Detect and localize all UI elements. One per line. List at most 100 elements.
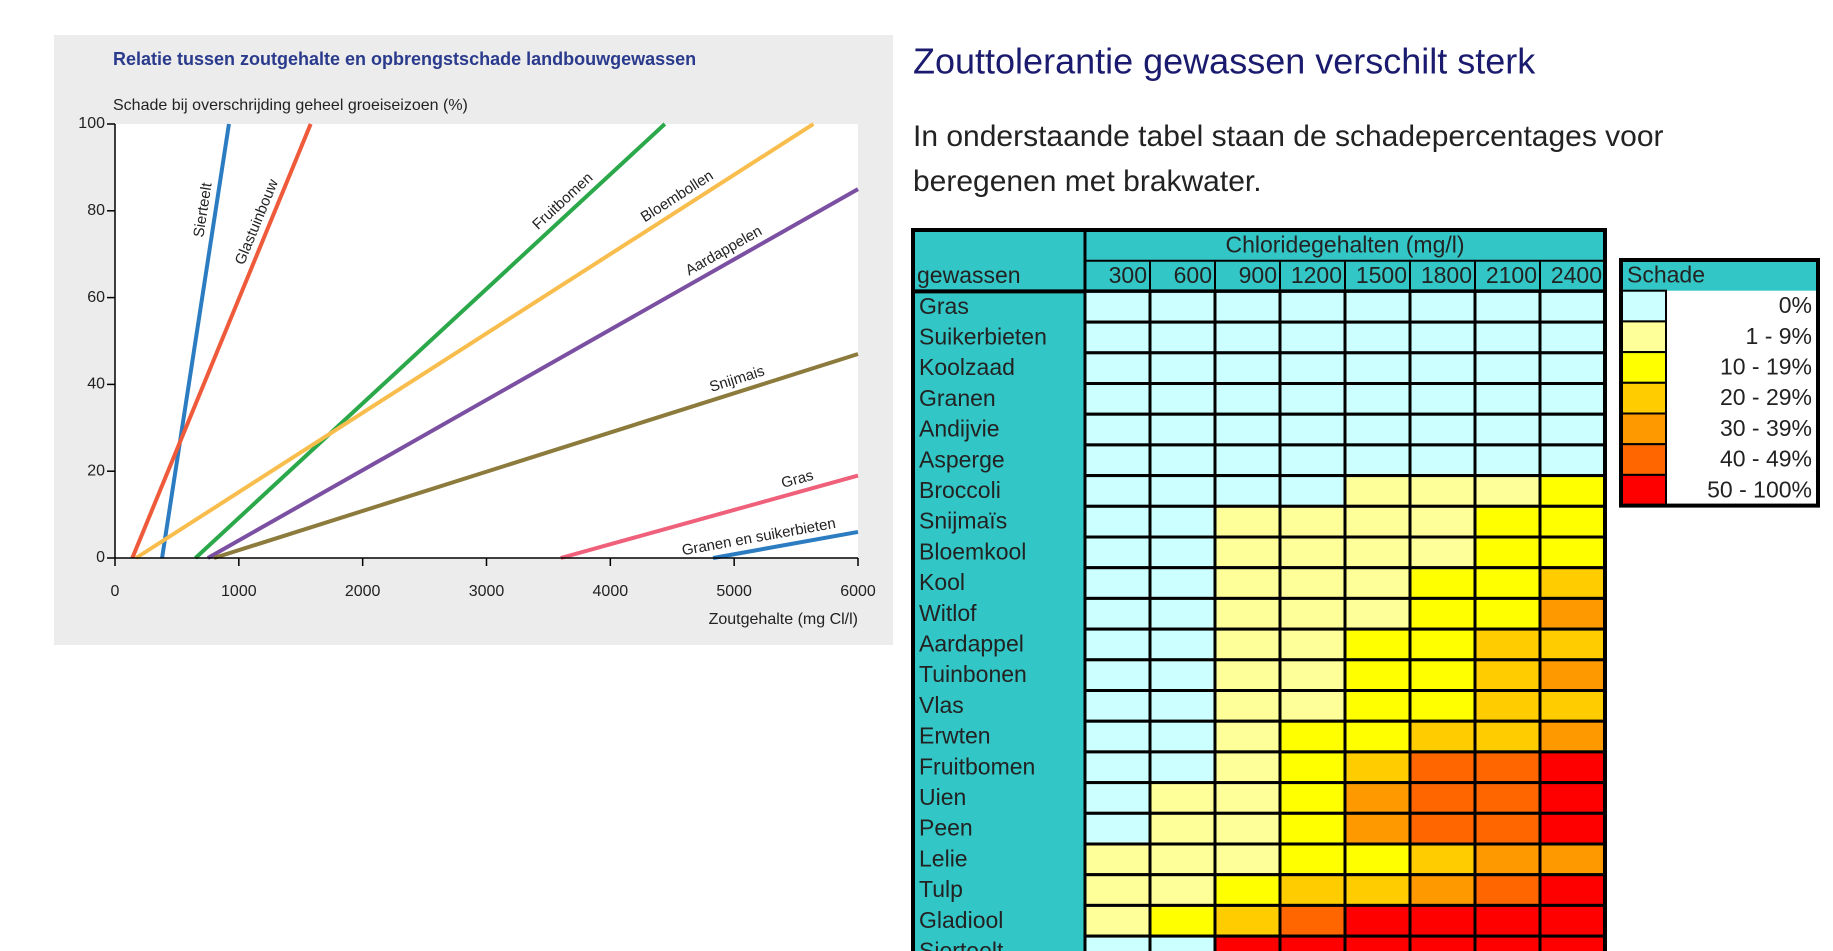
damage-cell bbox=[1148, 750, 1217, 785]
damage-cell bbox=[1538, 443, 1607, 478]
damage-cell bbox=[1148, 627, 1217, 662]
x-tick-label: 4000 bbox=[593, 583, 629, 600]
legend-label: 40 - 49% bbox=[1720, 446, 1812, 472]
damage-cell bbox=[1408, 443, 1477, 478]
y-tick-label: 100 bbox=[78, 115, 105, 132]
damage-cell bbox=[1408, 289, 1477, 324]
damage-cell bbox=[1343, 873, 1412, 907]
damage-cell bbox=[1343, 566, 1412, 600]
row-name: Lelie bbox=[919, 845, 968, 871]
damage-cell bbox=[1083, 781, 1152, 815]
damage-cell bbox=[1538, 289, 1607, 324]
damage-cell bbox=[1213, 873, 1282, 907]
legend-swatch bbox=[1620, 443, 1667, 476]
damage-cell bbox=[1213, 903, 1282, 938]
damage-cell bbox=[1408, 873, 1477, 907]
row-name: Witlof bbox=[919, 600, 977, 626]
damage-cell bbox=[1213, 504, 1282, 539]
damage-cell bbox=[1538, 412, 1607, 447]
damage-cell bbox=[1213, 719, 1282, 754]
damage-cell bbox=[1538, 750, 1607, 785]
damage-cell bbox=[1213, 658, 1282, 692]
legend-swatch bbox=[1620, 351, 1667, 384]
legend-border bbox=[1619, 258, 1820, 508]
damage-cell bbox=[1083, 412, 1152, 447]
damage-cell bbox=[1083, 750, 1152, 785]
row-name: Broccoli bbox=[919, 477, 1001, 503]
data-line bbox=[160, 123, 231, 559]
damage-cell bbox=[1213, 566, 1282, 600]
damage-cell bbox=[1213, 382, 1282, 416]
legend-swatch bbox=[1620, 320, 1667, 354]
damage-cell bbox=[1278, 320, 1347, 355]
data-line bbox=[213, 352, 859, 560]
damage-cell bbox=[1213, 811, 1282, 846]
y-tick-label: 0 bbox=[96, 549, 105, 566]
column-header: 2400 bbox=[1551, 262, 1602, 288]
damage-cell bbox=[1213, 689, 1282, 723]
damage-cell bbox=[1473, 842, 1542, 877]
damage-cell bbox=[1083, 627, 1152, 662]
damage-cell bbox=[1343, 903, 1412, 938]
damage-cell bbox=[1473, 750, 1542, 785]
damage-cell bbox=[1278, 504, 1347, 539]
damage-cell bbox=[1278, 781, 1347, 815]
plot-area bbox=[115, 124, 858, 558]
damage-cell bbox=[1538, 781, 1607, 815]
damage-cell bbox=[1083, 443, 1152, 478]
damage-cell bbox=[1083, 719, 1152, 754]
damage-cell bbox=[1343, 320, 1412, 355]
x-tick-label: 5000 bbox=[716, 583, 752, 600]
row-name: Fruitbomen bbox=[919, 753, 1035, 779]
damage-cell bbox=[1083, 903, 1152, 938]
damage-cell bbox=[1343, 811, 1412, 846]
intro-line: In onderstaande tabel staan de schadeper… bbox=[913, 120, 1664, 153]
damage-cell bbox=[1343, 689, 1412, 723]
damage-cell bbox=[1278, 689, 1347, 723]
damage-cell bbox=[1408, 750, 1477, 785]
damage-cell bbox=[1148, 320, 1217, 355]
chart-title: Relatie tussen zoutgehalte en opbrengsts… bbox=[113, 49, 696, 69]
damage-cell bbox=[1278, 750, 1347, 785]
damage-cell bbox=[1473, 535, 1542, 570]
damage-cell bbox=[1278, 596, 1347, 631]
damage-cell bbox=[1148, 504, 1217, 539]
legend-label: 10 - 19% bbox=[1720, 354, 1812, 380]
damage-cell bbox=[1473, 320, 1542, 355]
damage-cell bbox=[1278, 658, 1347, 692]
damage-cell bbox=[1213, 443, 1282, 478]
row-name: Sierteelt bbox=[919, 938, 1004, 951]
table-border bbox=[911, 228, 1607, 951]
damage-cell bbox=[1213, 750, 1282, 785]
damage-cell bbox=[1538, 627, 1607, 662]
damage-cell bbox=[1343, 535, 1412, 570]
data-line bbox=[206, 187, 859, 560]
row-name: Asperge bbox=[919, 446, 1005, 472]
legend-header bbox=[1621, 260, 1818, 291]
damage-cell bbox=[1408, 535, 1477, 570]
damage-cell bbox=[1473, 289, 1542, 324]
x-tick-label: 3000 bbox=[469, 583, 505, 600]
x-axis-label: Zoutgehalte (mg Cl/l) bbox=[709, 611, 858, 628]
row-header: gewassen bbox=[917, 262, 1021, 288]
damage-cell bbox=[1343, 412, 1412, 447]
row-name: Gladiool bbox=[919, 907, 1003, 933]
damage-cell bbox=[1538, 689, 1607, 723]
damage-cell bbox=[1408, 351, 1477, 385]
row-name: Aardappel bbox=[919, 631, 1024, 657]
damage-cell bbox=[1148, 566, 1217, 600]
legend-swatch bbox=[1620, 381, 1667, 415]
damage-cell bbox=[1148, 781, 1217, 815]
damage-cell bbox=[1278, 289, 1347, 324]
damage-cell bbox=[1538, 658, 1607, 692]
legend-label: 1 - 9% bbox=[1746, 323, 1812, 349]
column-header: 1200 bbox=[1291, 262, 1342, 288]
damage-cell bbox=[1083, 566, 1152, 600]
damage-cell bbox=[1083, 474, 1152, 508]
damage-cell bbox=[1408, 903, 1477, 938]
damage-cell bbox=[1278, 719, 1347, 754]
damage-cell bbox=[1278, 627, 1347, 662]
damage-cell bbox=[1473, 627, 1542, 662]
damage-cell bbox=[1538, 873, 1607, 907]
